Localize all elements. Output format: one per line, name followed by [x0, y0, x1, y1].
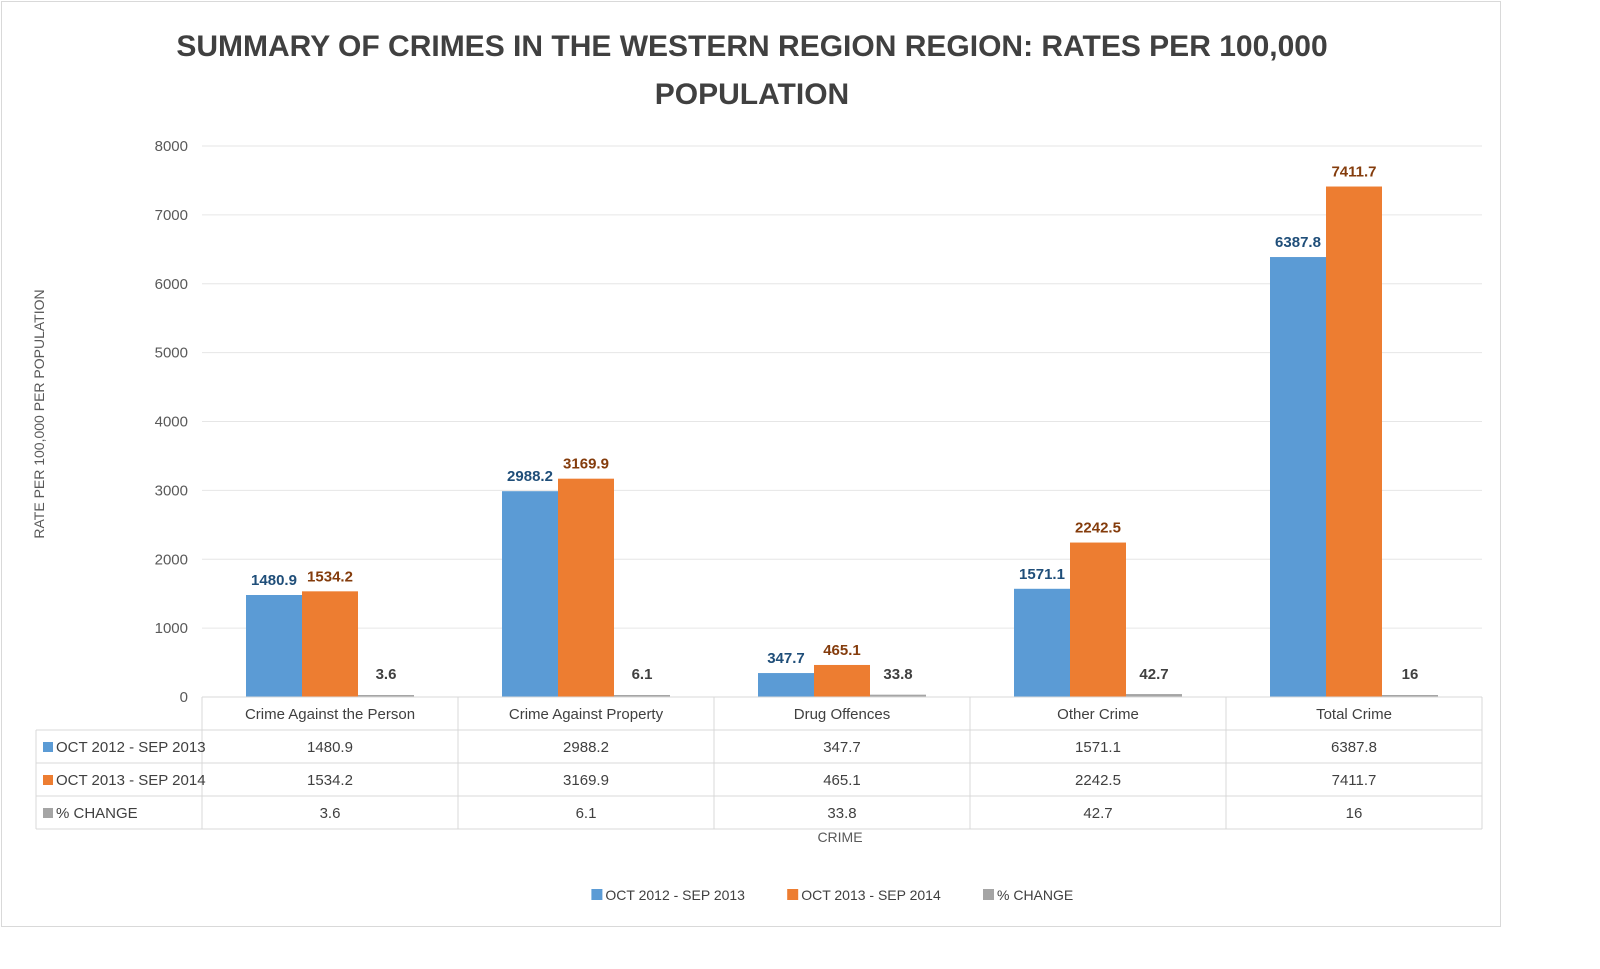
table-cell: 2242.5	[1075, 772, 1121, 789]
table-cell: 6.1	[576, 805, 597, 822]
data-labels: 1480.9 1534.2 3.6 2988.2 3169.9 6.1 347.7 465.1…	[251, 164, 1418, 683]
bar-3-2	[614, 695, 670, 697]
bar-2-5	[1326, 186, 1382, 697]
category-label: Other Crime	[1057, 706, 1139, 723]
y-tick-label: 1000	[155, 620, 188, 637]
data-label: 2988.2	[507, 468, 553, 485]
data-label: 6387.8	[1275, 234, 1321, 251]
table-legend-key	[43, 775, 53, 785]
chart-title-line2: POPULATION	[655, 78, 849, 111]
chart-svg: SUMMARY OF CRIMES IN THE WESTERN REGION …	[31, 30, 1483, 903]
table-row-header: OCT 2013 - SEP 2014	[56, 772, 206, 789]
data-label: 1534.2	[307, 568, 353, 585]
bar-3-5	[1382, 695, 1438, 697]
data-label: 347.7	[767, 650, 805, 667]
y-tick-label: 6000	[155, 276, 188, 293]
bar-2-1	[302, 591, 358, 697]
y-tick-label: 3000	[155, 482, 188, 499]
category-label: Drug Offences	[794, 706, 890, 723]
data-label: 6.1	[632, 666, 653, 683]
chart-frame: SUMMARY OF CRIMES IN THE WESTERN REGION …	[1, 1, 1501, 927]
table-cell: 1480.9	[307, 739, 353, 756]
bar-3-3	[870, 694, 926, 697]
y-tick-label: 5000	[155, 345, 188, 362]
table-cell: 7411.7	[1332, 772, 1377, 789]
category-label: Crime Against Property	[509, 706, 664, 723]
table-row-header: OCT 2012 - SEP 2013	[56, 739, 206, 756]
bar-1-5	[1270, 257, 1326, 697]
data-label: 3169.9	[563, 456, 609, 473]
y-tick-label: 4000	[155, 414, 188, 431]
table-cell: 16	[1346, 805, 1363, 822]
data-label: 7411.7	[1331, 164, 1376, 181]
chart-title-line1: SUMMARY OF CRIMES IN THE WESTERN REGION …	[176, 30, 1327, 63]
table-cell: 33.8	[827, 805, 856, 822]
bar-1-3	[758, 673, 814, 697]
bar-1-1	[246, 595, 302, 697]
table-row-header: % CHANGE	[56, 805, 138, 822]
legend-entry: OCT 2012 - SEP 2013	[605, 887, 745, 903]
data-label: 16	[1402, 666, 1419, 683]
table-cell: 42.7	[1083, 805, 1112, 822]
bar-1-4	[1014, 588, 1070, 697]
bar-3-4	[1126, 694, 1182, 697]
legend-swatch	[787, 889, 799, 900]
data-label: 1480.9	[251, 572, 297, 589]
table-cell: 3169.9	[563, 772, 609, 789]
data-label: 2242.5	[1075, 520, 1121, 537]
table-cell: 1571.1	[1075, 739, 1121, 756]
category-label: Crime Against the Person	[245, 706, 415, 723]
legend-swatch	[983, 889, 994, 900]
bar-1-2	[502, 491, 558, 697]
data-label: 42.7	[1139, 666, 1168, 683]
y-tick-label: 2000	[155, 551, 188, 568]
data-table: Crime Against the Person Crime Against Pr…	[35, 696, 1483, 830]
bar-2-3	[814, 664, 870, 697]
legend: OCT 2012 - SEP 2013 OCT 2013 - SEP 2014 % …	[591, 887, 1073, 903]
data-label: 1571.1	[1019, 566, 1065, 583]
legend-entry: % CHANGE	[997, 887, 1073, 903]
data-label: 33.8	[883, 666, 912, 683]
table-cell: 1534.2	[307, 772, 353, 789]
bar-2-2	[558, 478, 614, 697]
table-legend-key	[43, 808, 53, 818]
data-label: 3.6	[376, 666, 397, 683]
table-cell: 3.6	[320, 805, 341, 822]
table-cell: 2988.2	[563, 739, 609, 756]
y-tick-label: 7000	[155, 207, 188, 224]
bar-3-1	[358, 695, 414, 697]
bar-2-4	[1070, 542, 1126, 697]
legend-entry: OCT 2013 - SEP 2014	[801, 887, 941, 903]
data-label: 465.1	[823, 642, 861, 659]
table-cell: 6387.8	[1331, 739, 1377, 756]
y-tick-label: 8000	[155, 138, 188, 155]
y-axis-title: RATE PER 100,000 PER POPULATION	[31, 289, 47, 538]
category-label: Total Crime	[1316, 706, 1392, 723]
y-tick-label: 0	[180, 689, 188, 706]
legend-swatch	[591, 889, 603, 900]
table-cell: 465.1	[823, 772, 861, 789]
bars	[246, 186, 1438, 697]
table-cell: 347.7	[823, 739, 861, 756]
table-legend-key	[43, 742, 53, 752]
gridlines: 0 1000 2000 3000 4000 5000 6000 7000 8000	[155, 138, 1482, 706]
x-axis-title: CRIME	[817, 829, 862, 845]
